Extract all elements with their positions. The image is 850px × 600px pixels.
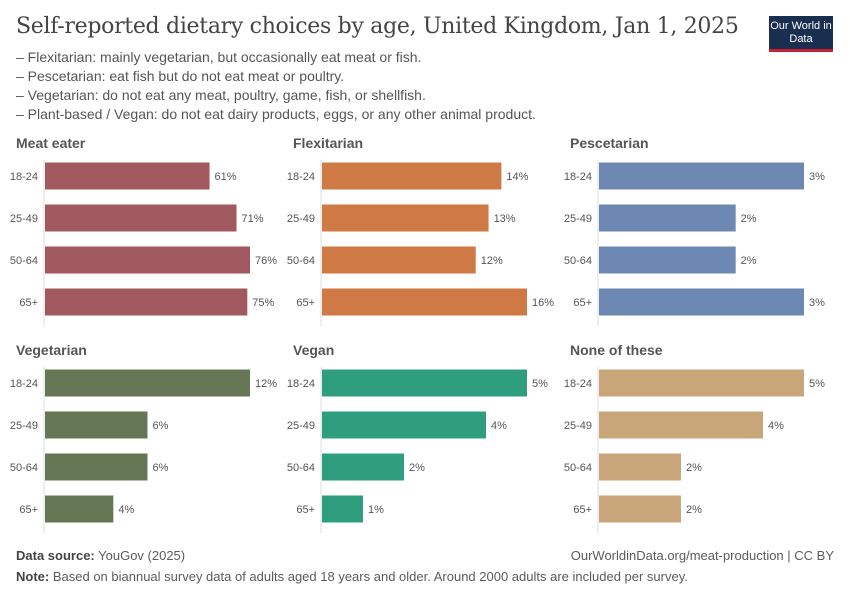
category-label: 65+ <box>296 297 315 309</box>
category-label: 25-49 <box>287 420 315 432</box>
category-label: 25-49 <box>10 420 38 432</box>
value-label: 5% <box>532 378 548 390</box>
bar[interactable] <box>45 411 148 439</box>
bar[interactable] <box>45 204 237 232</box>
subtitle-line: – Vegetarian: do not eat any meat, poult… <box>16 87 426 103</box>
value-label: 16% <box>532 297 554 309</box>
category-label: 25-49 <box>10 213 38 225</box>
panel-title: Meat eater <box>16 135 86 151</box>
chart-title: Self-reported dietary choices by age, Un… <box>16 14 739 39</box>
value-label: 1% <box>368 504 384 516</box>
panel-meat-eater: Meat eater 18-24 61% 25-49 71% 50-64 76% 65+ 75% <box>10 135 277 326</box>
category-label: 25-49 <box>564 213 592 225</box>
panel-title: Pescetarian <box>570 135 649 151</box>
url[interactable]: OurWorldinData.org/meat-production | CC … <box>570 548 834 563</box>
value-label: 61% <box>215 171 237 183</box>
subtitle-line: – Flexitarian: mainly vegetarian, but oc… <box>16 49 422 65</box>
category-label: 18-24 <box>287 171 315 183</box>
value-label: 5% <box>809 378 825 390</box>
bar[interactable] <box>599 288 804 316</box>
category-label: 50-64 <box>564 462 592 474</box>
bar[interactable] <box>322 246 476 274</box>
value-label: 3% <box>809 297 825 309</box>
category-label: 65+ <box>573 297 592 309</box>
category-label: 18-24 <box>564 171 592 183</box>
value-label: 3% <box>809 171 825 183</box>
category-label: 65+ <box>19 297 38 309</box>
value-label: 13% <box>494 213 516 225</box>
value-label: 4% <box>491 420 507 432</box>
category-label: 65+ <box>573 504 592 516</box>
value-label: 76% <box>255 255 277 267</box>
source-label: Data source: <box>16 548 95 563</box>
category-label: 18-24 <box>10 378 38 390</box>
bar[interactable] <box>599 495 681 523</box>
source: Data source: YouGov (2025) <box>16 548 185 563</box>
panel-vegan: Vegan 18-24 5% 25-49 4% 50-64 2% 65+ 1% <box>287 342 548 533</box>
value-label: 4% <box>118 504 134 516</box>
value-label: 2% <box>741 255 757 267</box>
panel-title: Flexitarian <box>293 135 363 151</box>
note: Note: Based on biannual survey data of a… <box>16 569 688 584</box>
bar[interactable] <box>599 162 804 190</box>
value-label: 71% <box>242 213 264 225</box>
value-label: 75% <box>252 297 274 309</box>
category-label: 50-64 <box>287 255 315 267</box>
note-label: Note: <box>16 569 50 584</box>
panel-title: Vegetarian <box>16 342 87 358</box>
bar[interactable] <box>322 288 527 316</box>
subtitle-line: – Plant-based / Vegan: do not eat dairy … <box>16 106 536 122</box>
value-label: 6% <box>153 462 169 474</box>
value-label: 4% <box>768 420 784 432</box>
value-label: 6% <box>153 420 169 432</box>
value-label: 12% <box>255 378 277 390</box>
bar[interactable] <box>599 369 804 397</box>
bar[interactable] <box>45 369 250 397</box>
bar[interactable] <box>599 246 736 274</box>
category-label: 18-24 <box>564 378 592 390</box>
bar[interactable] <box>599 411 763 439</box>
category-label: 65+ <box>19 504 38 516</box>
source-text[interactable]: YouGov (2025) <box>98 548 186 563</box>
value-label: 2% <box>686 462 702 474</box>
category-label: 18-24 <box>287 378 315 390</box>
bar[interactable] <box>45 453 148 481</box>
category-label: 50-64 <box>287 462 315 474</box>
category-label: 65+ <box>296 504 315 516</box>
value-label: 12% <box>481 255 503 267</box>
value-label: 2% <box>409 462 425 474</box>
panel-title: None of these <box>570 342 663 358</box>
note-text: Based on biannual survey data of adults … <box>52 569 688 584</box>
bar[interactable] <box>322 495 363 523</box>
category-label: 50-64 <box>564 255 592 267</box>
bar[interactable] <box>322 411 486 439</box>
panel-flexitarian: Flexitarian 18-24 14% 25-49 13% 50-64 12% 65+ 16… <box>287 135 554 326</box>
bar[interactable] <box>322 453 404 481</box>
value-label: 2% <box>686 504 702 516</box>
value-label: 14% <box>506 171 528 183</box>
category-label: 25-49 <box>564 420 592 432</box>
panel-title: Vegan <box>293 342 334 358</box>
category-label: 50-64 <box>10 255 38 267</box>
panel-pescetarian: Pescetarian 18-24 3% 25-49 2% 50-64 2% 65+ 3% <box>564 135 825 326</box>
owid-logo[interactable]: Our World in Data <box>769 16 833 52</box>
bar[interactable] <box>45 495 114 523</box>
bar[interactable] <box>322 204 489 232</box>
category-label: 25-49 <box>287 213 315 225</box>
bar[interactable] <box>45 246 250 274</box>
bar[interactable] <box>45 288 248 316</box>
panel-vegetarian: Vegetarian 18-24 12% 25-49 6% 50-64 6% 65+ 4% <box>10 342 277 533</box>
category-label: 18-24 <box>10 171 38 183</box>
bar[interactable] <box>599 204 736 232</box>
bar[interactable] <box>599 453 681 481</box>
subtitle-line: – Pescetarian: eat fish but do not eat m… <box>16 68 345 84</box>
bar[interactable] <box>45 162 210 190</box>
bar[interactable] <box>322 369 527 397</box>
value-label: 2% <box>741 213 757 225</box>
category-label: 50-64 <box>10 462 38 474</box>
panel-none-of-these: None of these 18-24 5% 25-49 4% 50-64 2% 65+ 2% <box>564 342 825 533</box>
bar[interactable] <box>322 162 502 190</box>
